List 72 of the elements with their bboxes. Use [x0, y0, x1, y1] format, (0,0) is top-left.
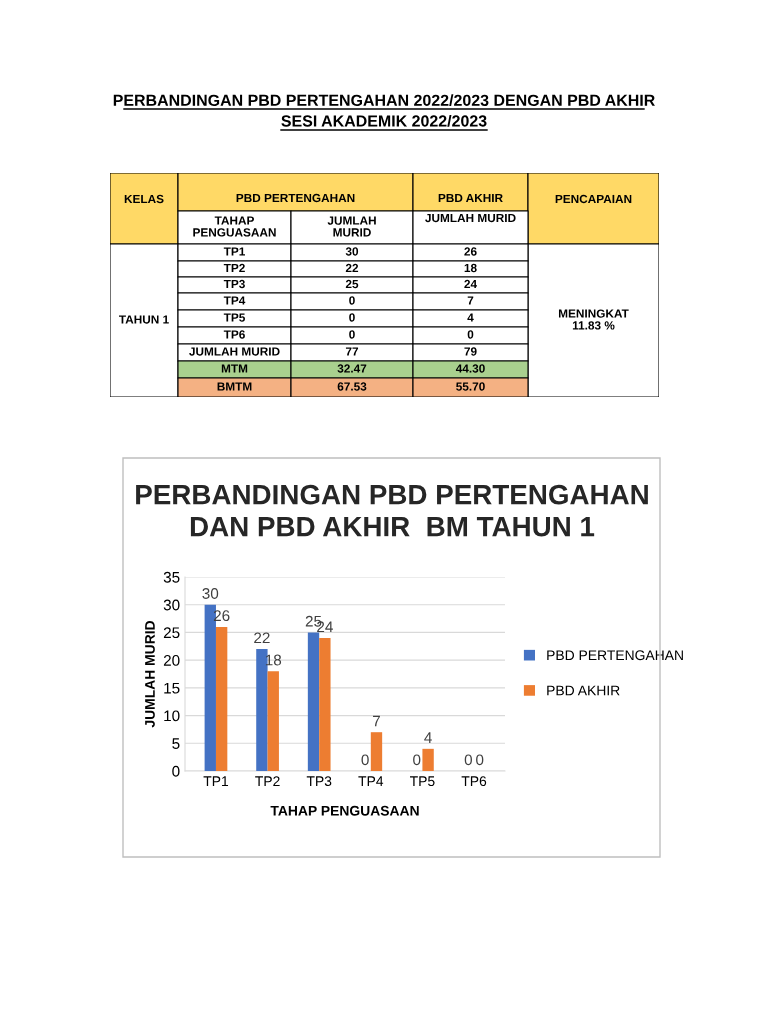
text: PERBANDINGAN PBD PERTENGAHAN 2022/2023 DENGAN PBD AKHIR SESI AKADEMIK 2022/2023: [113, 94, 655, 127]
text: TP1: [223, 247, 245, 256]
y-tick-label: 35: [163, 571, 180, 583]
text: MENINGKAT 11.83 %: [558, 309, 629, 330]
bar: [267, 671, 279, 771]
data-label: 22: [254, 632, 270, 644]
text: MTM: [221, 364, 248, 373]
text: 26: [464, 247, 477, 256]
text: PBD PERTENGAHAN: [236, 193, 355, 203]
text: TAHUN 1: [118, 315, 169, 324]
bar: [307, 632, 320, 771]
text: PENCAPAIAN: [555, 194, 632, 204]
data-label: 4: [424, 732, 432, 743]
bar: [370, 732, 383, 771]
text: JUMLAH MURID: [327, 216, 376, 237]
text: 4: [467, 313, 474, 322]
text: 79: [464, 347, 477, 356]
x-tick-label: TP2: [255, 776, 280, 786]
bar: [256, 649, 268, 771]
data-label: 0: [476, 754, 484, 766]
text: 67.53: [337, 382, 367, 391]
text: 44.30: [455, 364, 485, 373]
x-tick-label: TP5: [410, 776, 435, 787]
text: KELAS: [124, 194, 164, 204]
data-label: 0: [361, 754, 369, 766]
x-axis-title: TAHAP PENGUASAAN: [270, 805, 419, 816]
text: 18: [464, 263, 477, 273]
y-tick-label: 0: [172, 765, 180, 777]
text: 0: [349, 330, 355, 339]
text: 77: [345, 347, 359, 356]
text: 24: [464, 279, 477, 289]
text: TP3: [223, 279, 245, 289]
x-tick-label: TP6: [461, 776, 487, 787]
data-label: 30: [202, 588, 219, 599]
text: TAHAP PENGUASAAN: [193, 216, 276, 237]
y-tick-label: 5: [172, 738, 180, 749]
text: 55.70: [456, 382, 485, 391]
y-tick-label: 30: [163, 599, 180, 611]
text: 32.47: [337, 364, 367, 373]
legend-label: PBD PERTENGAHAN: [547, 650, 683, 661]
text: JUMLAH MURID: [425, 213, 516, 223]
bar: [215, 626, 228, 771]
text: JUMLAH MURID: [189, 347, 280, 356]
text: 0: [349, 313, 355, 322]
y-tick-label: 10: [164, 710, 180, 722]
text: PBD AKHIR: [438, 193, 503, 203]
y-axis-title: JUMLAH MURID: [145, 620, 155, 728]
text: TP5: [223, 313, 245, 322]
bar: [319, 637, 331, 771]
text: 25: [345, 279, 359, 289]
data-label: 0: [464, 754, 473, 766]
text: 30: [345, 247, 359, 256]
x-tick-label: TP1: [203, 776, 229, 786]
text: TP4: [223, 296, 246, 305]
bar: [422, 748, 434, 771]
y-tick-label: 20: [163, 655, 180, 666]
text: TP6: [223, 330, 245, 339]
text: BMTM: [217, 382, 252, 391]
text: TP2: [223, 263, 245, 273]
y-tick-label: 25: [163, 627, 180, 639]
text: 0: [467, 330, 474, 339]
data-label: 7: [373, 715, 380, 727]
data-label: 0: [413, 754, 421, 766]
x-tick-label: TP3: [306, 776, 332, 787]
chart-title: PERBANDINGAN PBD PERTENGAHAN DAN PBD AKHIR BM TAHUN 1: [136, 484, 648, 537]
text: 0: [349, 296, 355, 305]
y-tick-label: 15: [164, 682, 180, 694]
text: 7: [467, 296, 474, 305]
bar: [204, 604, 216, 771]
legend-label: PBD AKHIR: [547, 685, 620, 696]
text: 22: [345, 263, 359, 273]
x-tick-label: TP4: [358, 776, 384, 786]
